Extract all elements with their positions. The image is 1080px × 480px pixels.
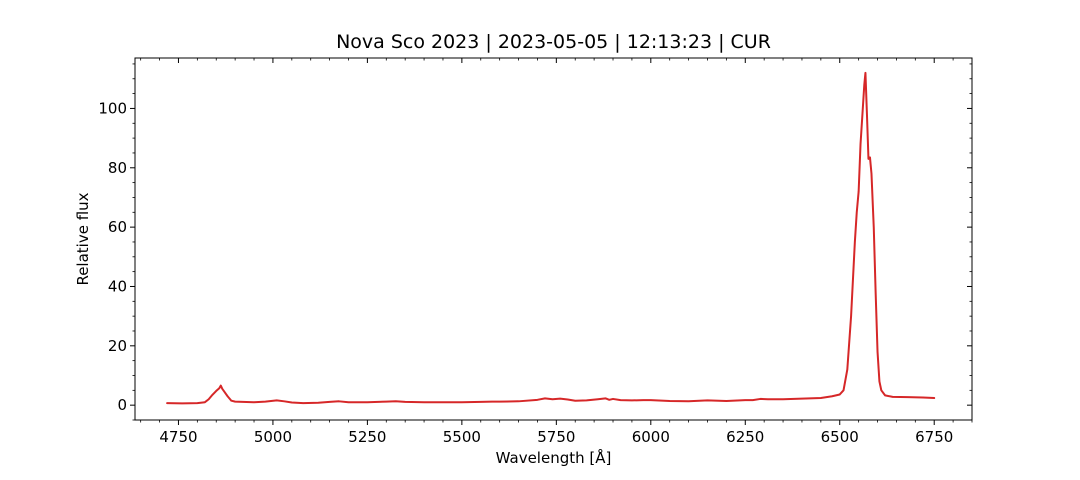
y-tick-label: 100 [98, 99, 127, 117]
chart-title: Nova Sco 2023 | 2023-05-05 | 12:13:23 | … [336, 31, 771, 53]
x-tick-label: 5250 [348, 428, 386, 446]
y-tick-label: 40 [108, 277, 127, 295]
y-tick-label: 80 [108, 159, 127, 177]
x-tick-label: 6750 [915, 428, 953, 446]
y-tick-label: 60 [108, 218, 127, 236]
x-tick-label: 5750 [537, 428, 575, 446]
x-tick-label: 6250 [726, 428, 764, 446]
x-tick-label: 6500 [821, 428, 859, 446]
spectrum-line [166, 71, 936, 405]
axis-ticks: 4750 5000 5250 5500 5750 6000 6250 6500 6750 0 20 4… [98, 58, 973, 446]
y-axis-label: Relative flux [74, 192, 92, 285]
series-layer [166, 71, 936, 405]
x-tick-label: 4750 [159, 428, 197, 446]
x-tick-label: 5000 [254, 428, 292, 446]
x-tick-label: 6000 [632, 428, 670, 446]
y-tick-label: 20 [108, 337, 127, 355]
x-axis-label: Wavelength [Å] [496, 448, 612, 467]
plot-frame [134, 57, 973, 421]
x-tick-label: 5500 [443, 428, 481, 446]
y-tick-label: 0 [117, 396, 127, 414]
